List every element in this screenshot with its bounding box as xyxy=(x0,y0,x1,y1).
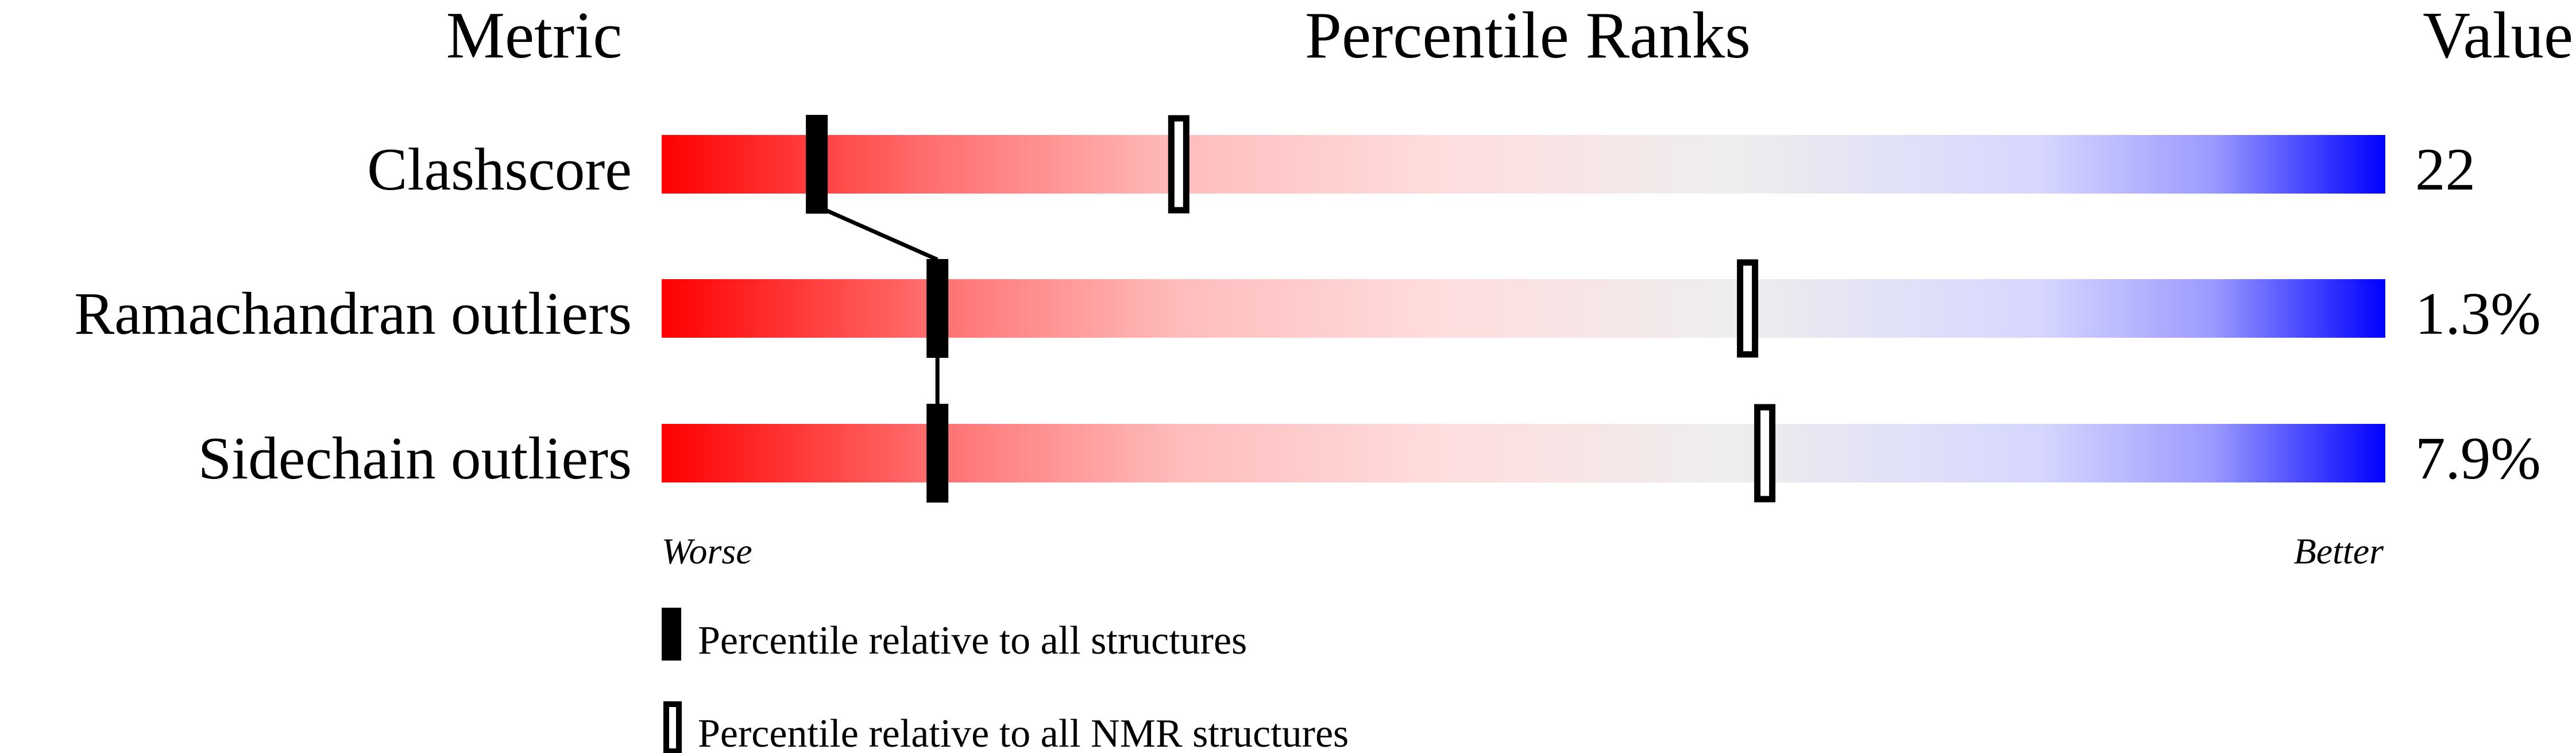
percentile-bar xyxy=(662,135,2385,194)
legend-open-marker xyxy=(663,701,682,753)
connector-line xyxy=(816,204,939,262)
metric-value: 7.9% xyxy=(2415,424,2541,492)
axis-worse-label: Worse xyxy=(662,531,752,571)
legend-nmr-label: Percentile relative to all NMR structure… xyxy=(698,712,1349,753)
legend-filled-marker xyxy=(662,608,681,661)
percentile-all-marker xyxy=(926,404,949,503)
percentile-bar xyxy=(662,424,2385,482)
percentile-all-marker xyxy=(806,115,828,214)
legend-all-label: Percentile relative to all structures xyxy=(698,619,1247,663)
header-percentile-ranks: Percentile Ranks xyxy=(1305,0,1751,72)
axis-better-label: Better xyxy=(2294,531,2384,571)
metric-label: Clashscore xyxy=(367,136,632,203)
percentile-nmr-marker xyxy=(1737,259,1759,358)
metric-label: Sidechain outliers xyxy=(198,424,632,492)
header-metric: Metric xyxy=(446,0,623,72)
metric-value: 1.3% xyxy=(2415,280,2541,347)
percentile-bar xyxy=(662,279,2385,338)
percentile-all-marker xyxy=(926,259,949,358)
metric-label: Ramachandran outliers xyxy=(74,280,632,347)
percentile-nmr-marker xyxy=(1754,404,1776,503)
metric-value: 22 xyxy=(2415,136,2475,203)
percentile-nmr-marker xyxy=(1168,115,1189,214)
header-value: Value xyxy=(2423,0,2573,72)
